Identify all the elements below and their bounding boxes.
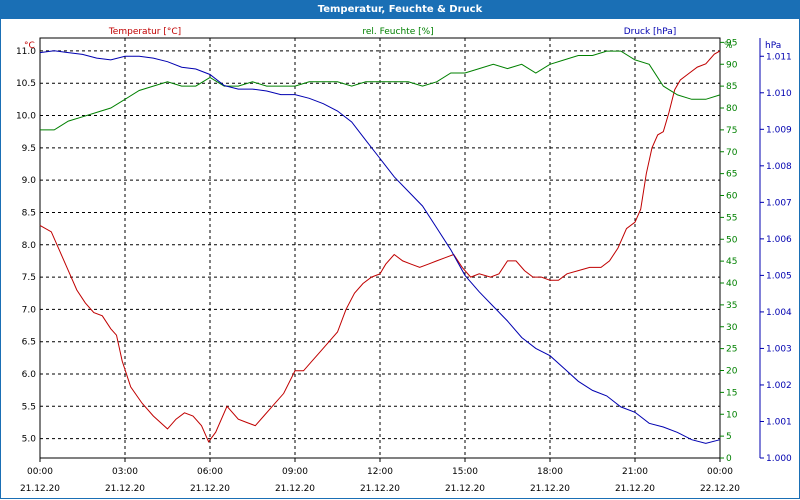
x-tick-label-date: 21.12.20: [360, 484, 400, 494]
x-tick-label-date: 22.12.20: [700, 484, 740, 494]
y-pressure-tick-label: 1.001: [766, 417, 792, 427]
y-humidity-tick-label: 75: [726, 126, 737, 136]
y-left-tick-label: 9.5: [22, 144, 36, 154]
y-humidity-tick-label: 35: [726, 301, 737, 311]
y-left-tick-label: 6.5: [22, 338, 36, 348]
humidity-line: [40, 50, 721, 131]
y-pressure-tick-label: 1.002: [766, 381, 792, 391]
x-tick-label-date: 21.12.20: [105, 484, 145, 494]
y-left-tick-label: 7.0: [22, 305, 37, 315]
y-left-tick-label: 6.0: [22, 370, 37, 380]
y-left-tick-label: 9.0: [22, 176, 37, 186]
humidity-series-label: rel. Feuchte [%]: [362, 27, 433, 37]
y-humidity-tick-label: 80: [726, 104, 738, 114]
x-tick-label-date: 21.12.20: [530, 484, 570, 494]
temperature-unit-label: °C: [24, 41, 35, 51]
y-humidity-tick-label: 15: [726, 388, 737, 398]
x-tick-label-time: 06:00: [197, 467, 223, 477]
y-pressure-tick-label: 1.003: [766, 344, 792, 354]
y-left-tick-label: 5.5: [22, 402, 36, 412]
x-tick-label-time: 00:00: [27, 467, 53, 477]
y-left-tick-label: 11.0: [16, 47, 36, 57]
y-humidity-tick-label: 50: [726, 235, 738, 245]
y-humidity-tick-label: 60: [726, 192, 738, 202]
y-left-tick-label: 10.5: [16, 79, 36, 89]
x-tick-label-time: 03:00: [112, 467, 138, 477]
y-humidity-tick-label: 65: [726, 170, 737, 180]
y-humidity-tick-label: 90: [726, 60, 738, 70]
y-humidity-tick-label: 30: [726, 323, 738, 333]
y-pressure-tick-label: 1.005: [766, 271, 792, 281]
x-tick-label-date: 21.12.20: [615, 484, 655, 494]
y-humidity-tick-label: 10: [726, 410, 738, 420]
y-humidity-tick-label: 20: [726, 367, 738, 377]
y-pressure-tick-label: 1.004: [766, 308, 792, 318]
y-pressure-tick-label: 1.010: [766, 89, 792, 99]
y-humidity-tick-label: 0: [726, 454, 732, 464]
y-left-tick-label: 5.0: [22, 435, 37, 445]
humidity-unit-label: %: [724, 41, 733, 51]
x-tick-label-date: 21.12.20: [190, 484, 230, 494]
x-tick-label-date: 21.12.20: [445, 484, 485, 494]
y-left-tick-label: 8.0: [22, 241, 37, 251]
y-humidity-tick-label: 55: [726, 213, 737, 223]
x-tick-label-time: 21:00: [622, 467, 648, 477]
y-pressure-tick-label: 1.011: [766, 52, 792, 62]
y-left-tick-label: 7.5: [22, 273, 36, 283]
x-tick-label-date: 21.12.20: [275, 484, 315, 494]
temperature-line: [39, 50, 721, 443]
y-humidity-tick-label: 25: [726, 345, 737, 355]
y-left-tick-label: 8.5: [22, 208, 36, 218]
y-humidity-tick-label: 5: [726, 432, 732, 442]
chart-title: Temperatur, Feuchte & Druck: [0, 0, 800, 19]
x-tick-label-time: 12:00: [367, 467, 393, 477]
temperature-series-label: Temperatur [°C]: [108, 27, 181, 37]
pressure-series-label: Druck [hPa]: [624, 27, 677, 37]
y-humidity-tick-label: 85: [726, 82, 737, 92]
pressure-line: [39, 50, 721, 444]
x-tick-label-date: 21.12.20: [20, 484, 60, 494]
y-humidity-tick-label: 45: [726, 257, 737, 267]
y-pressure-tick-label: 1.009: [766, 125, 792, 135]
x-tick-label-time: 00:00: [707, 467, 733, 477]
x-tick-label-time: 09:00: [282, 467, 308, 477]
x-tick-label-time: 15:00: [452, 467, 478, 477]
y-left-tick-label: 10.0: [16, 112, 36, 122]
y-humidity-tick-label: 40: [726, 279, 738, 289]
y-pressure-tick-label: 1.007: [766, 198, 792, 208]
pressure-unit-label: hPa: [765, 41, 781, 51]
y-humidity-tick-label: 95: [726, 38, 737, 48]
y-pressure-tick-label: 1.006: [766, 235, 792, 245]
y-pressure-tick-label: 1.000: [766, 454, 792, 464]
x-tick-label-time: 18:00: [537, 467, 563, 477]
y-humidity-tick-label: 70: [726, 148, 738, 158]
y-pressure-tick-label: 1.008: [766, 162, 792, 172]
